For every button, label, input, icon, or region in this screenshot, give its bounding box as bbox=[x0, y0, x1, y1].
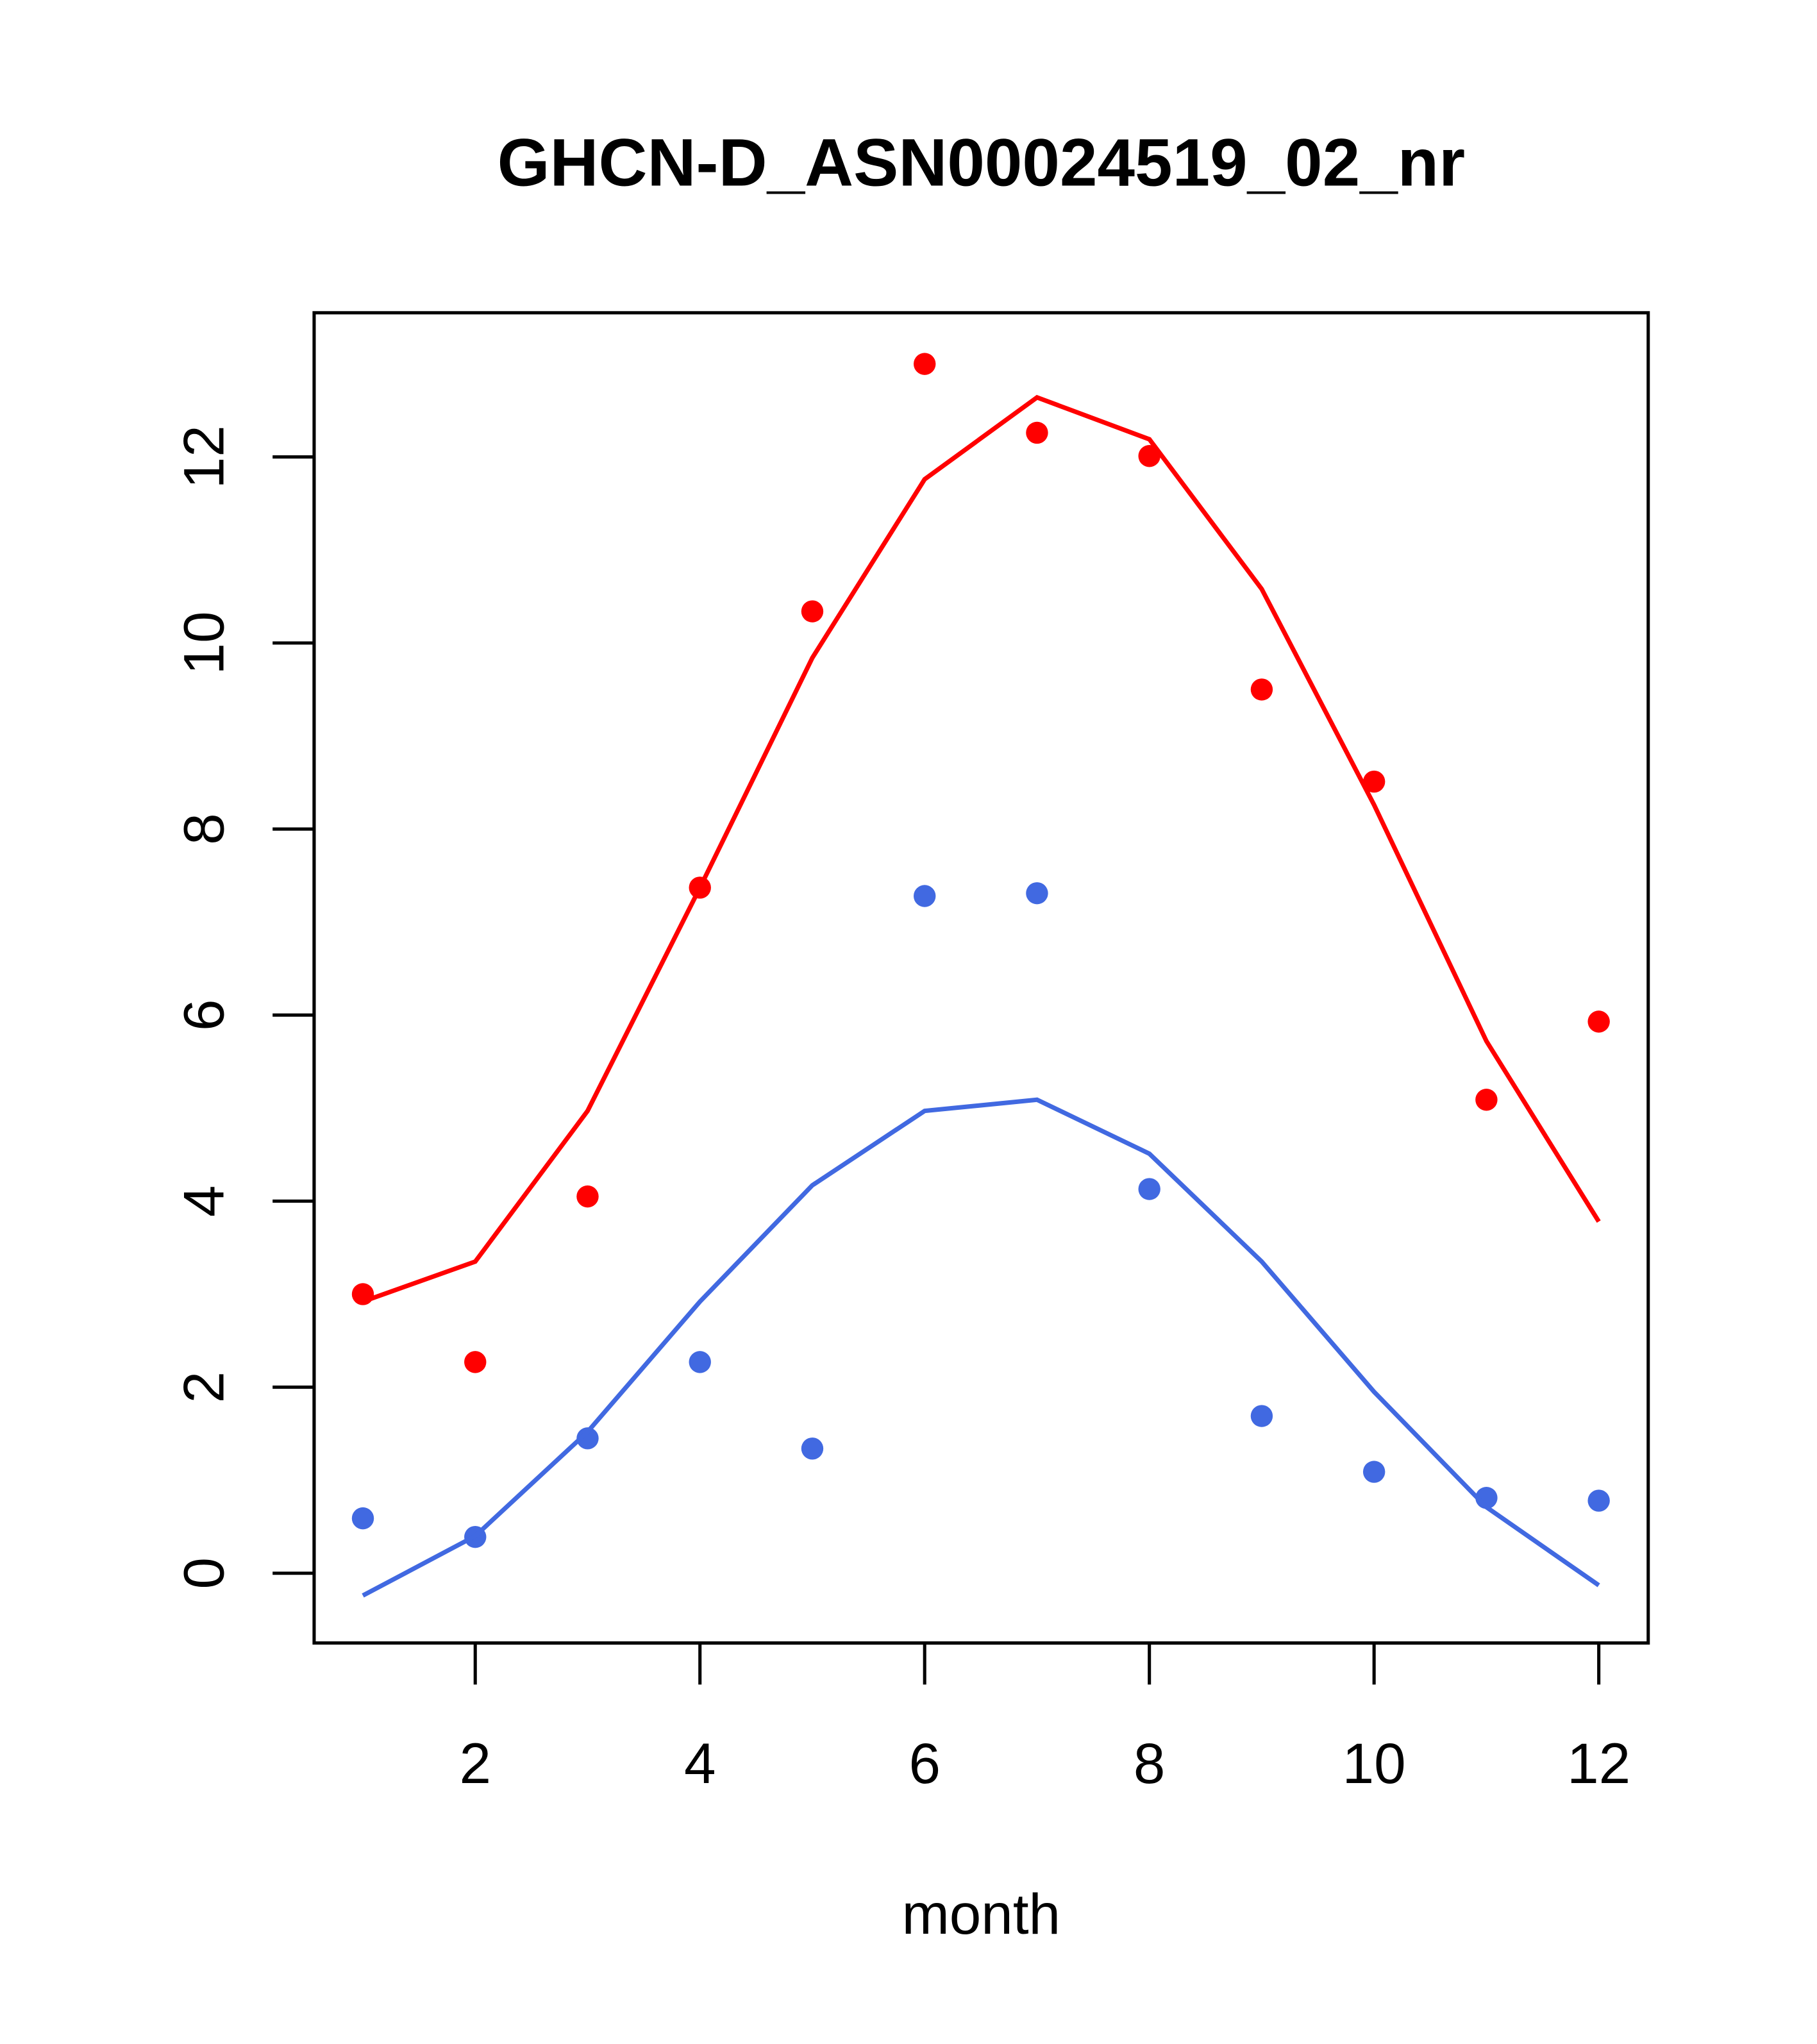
red-points-point bbox=[1362, 770, 1386, 793]
x-tick-label: 6 bbox=[908, 1731, 941, 1795]
blue-points-point bbox=[1250, 1405, 1273, 1427]
series-layer bbox=[351, 353, 1610, 1598]
blue-points-point bbox=[351, 1507, 374, 1530]
y-tick-label: 0 bbox=[171, 1557, 235, 1589]
x-axis: 2 4 6 8 10 12 bbox=[459, 1641, 1630, 1795]
y-tick-label: 2 bbox=[171, 1371, 235, 1403]
red-points-point bbox=[1587, 1010, 1610, 1033]
red-points-point bbox=[914, 353, 936, 375]
red-points-point bbox=[1026, 421, 1048, 444]
blue-points-point bbox=[1026, 882, 1048, 905]
red-points-point bbox=[801, 600, 824, 623]
y-tick-label: 10 bbox=[171, 611, 235, 674]
red-points-point bbox=[464, 1351, 487, 1373]
x-tick-label: 4 bbox=[684, 1731, 716, 1795]
blue-points-point bbox=[1138, 1178, 1160, 1200]
red-line bbox=[362, 394, 1601, 1304]
y-tick-label: 6 bbox=[171, 999, 235, 1031]
blue-points-point bbox=[914, 885, 936, 907]
x-tick-label: 12 bbox=[1567, 1731, 1630, 1795]
x-axis-label: month bbox=[902, 1882, 1061, 1946]
blue-points-point bbox=[801, 1437, 824, 1460]
blue-line bbox=[362, 1097, 1600, 1598]
red-points-point bbox=[351, 1283, 374, 1305]
red-points-point bbox=[1138, 445, 1160, 467]
chart-title: GHCN-D_ASN00024519_02_nr bbox=[498, 125, 1465, 200]
x-tick-label: 10 bbox=[1343, 1731, 1406, 1795]
x-tick-label: 8 bbox=[1134, 1731, 1166, 1795]
x-tick-label: 2 bbox=[459, 1731, 491, 1795]
blue-points-point bbox=[1587, 1489, 1610, 1512]
blue-points-point bbox=[576, 1427, 599, 1450]
plot-box bbox=[312, 311, 1650, 1645]
blue-points-point bbox=[1362, 1461, 1386, 1483]
red-points-point bbox=[576, 1185, 599, 1208]
y-tick-label: 12 bbox=[171, 425, 235, 489]
y-tick-label: 4 bbox=[171, 1185, 235, 1218]
y-axis: 0 2 4 6 8 10 12 bbox=[171, 425, 316, 1589]
red-points-point bbox=[1250, 678, 1273, 701]
y-tick-label: 8 bbox=[171, 813, 235, 845]
blue-points-point bbox=[689, 1351, 711, 1373]
red-points-point bbox=[1475, 1089, 1498, 1111]
